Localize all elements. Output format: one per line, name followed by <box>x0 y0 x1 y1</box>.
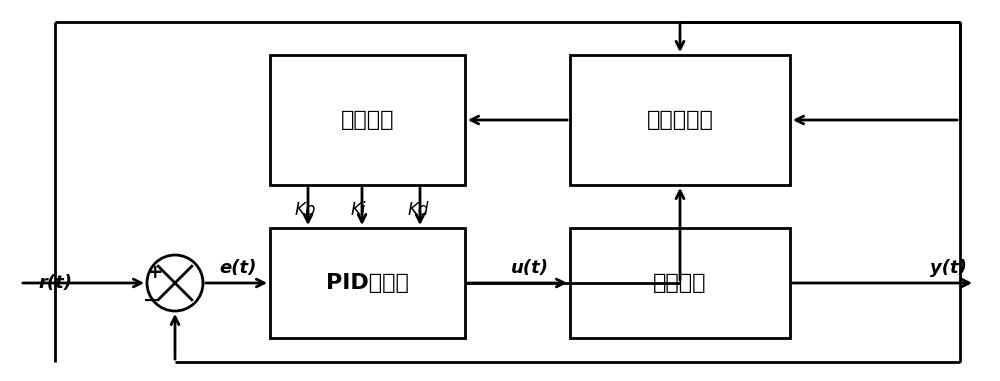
Text: Kp: Kp <box>294 201 316 219</box>
Text: u(t): u(t) <box>511 259 549 277</box>
Text: +: + <box>147 263 163 282</box>
Text: PID控制器: PID控制器 <box>326 273 409 293</box>
Bar <box>570 228 790 338</box>
Text: e(t): e(t) <box>219 259 257 277</box>
Text: Ki: Ki <box>350 201 366 219</box>
Text: Kd: Kd <box>407 201 429 219</box>
Bar <box>270 228 465 338</box>
Bar <box>570 55 790 185</box>
Bar <box>270 55 465 185</box>
Text: 被控对象: 被控对象 <box>653 273 707 293</box>
Text: 遗传操作: 遗传操作 <box>341 110 394 130</box>
Text: y(t): y(t) <box>930 259 966 277</box>
Text: 适应度计算: 适应度计算 <box>647 110 713 130</box>
Text: r(t): r(t) <box>38 274 72 292</box>
Circle shape <box>147 255 203 311</box>
Text: −: − <box>143 290 159 309</box>
